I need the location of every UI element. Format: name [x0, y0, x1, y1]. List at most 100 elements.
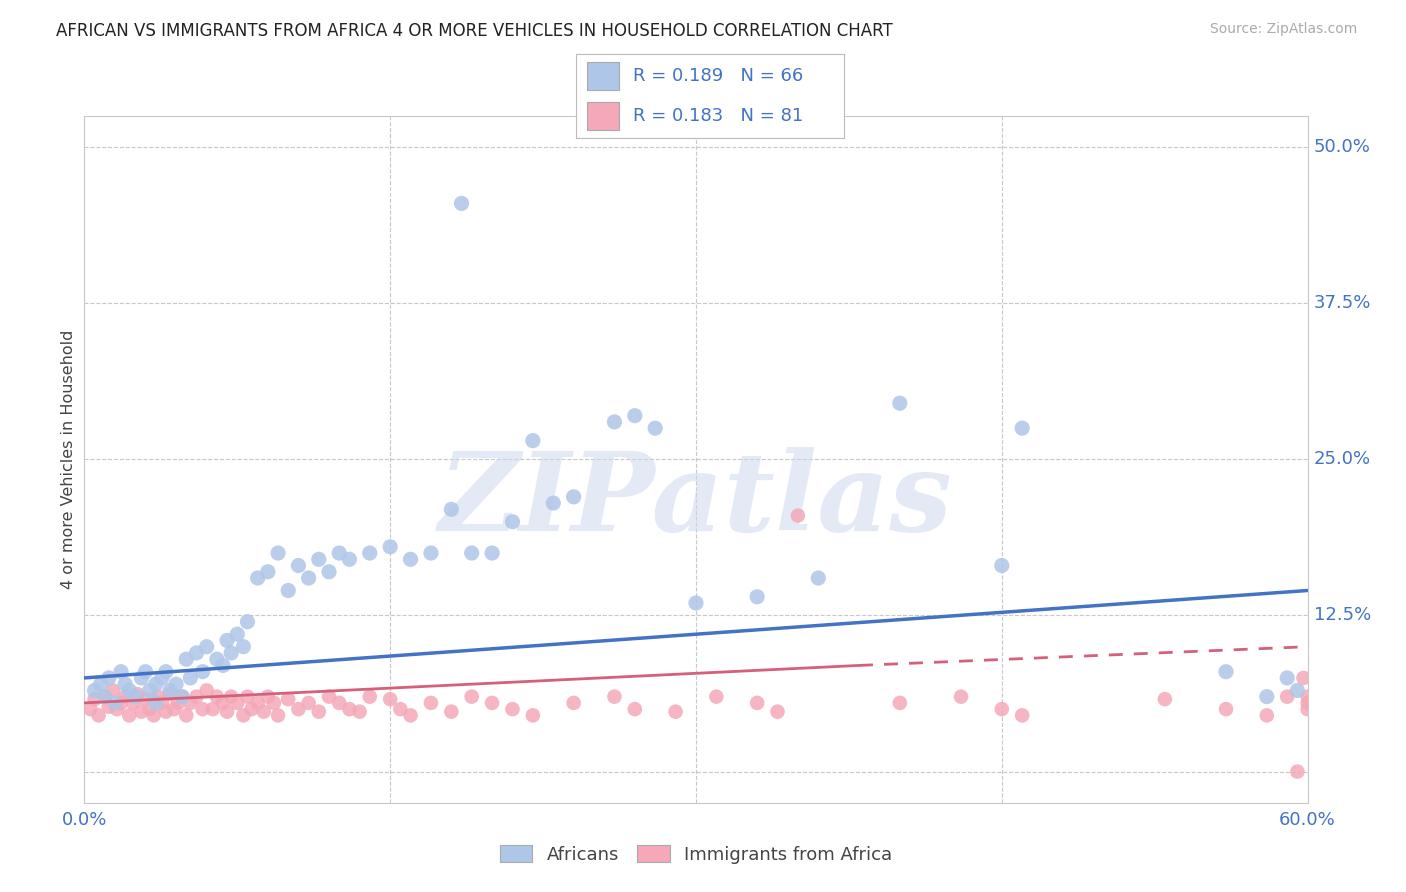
Point [1011, 708, 1033, 723]
Point [1256, 690, 1278, 704]
Point [624, 702, 647, 716]
Point [146, 690, 169, 704]
Point [420, 696, 443, 710]
Point [318, 565, 340, 579]
Point [131, 671, 153, 685]
Point [118, 683, 141, 698]
Point [263, 696, 285, 710]
Point [450, 196, 472, 211]
Point [766, 705, 789, 719]
Point [97, 671, 120, 685]
Point [389, 702, 412, 716]
Point [267, 708, 290, 723]
Point [205, 690, 228, 704]
Point [145, 696, 167, 710]
Point [191, 702, 214, 716]
Point [704, 690, 728, 704]
Point [889, 696, 911, 710]
Point [1215, 702, 1237, 716]
Point [217, 705, 239, 719]
Text: R = 0.189   N = 66: R = 0.189 N = 66 [633, 67, 803, 85]
Point [174, 708, 197, 723]
Text: 25.0%: 25.0% [1313, 450, 1371, 468]
Point [179, 696, 201, 710]
Point [159, 683, 181, 698]
Point [105, 702, 128, 716]
Point [1286, 683, 1309, 698]
Point [219, 646, 242, 660]
Point [159, 687, 181, 701]
Point [167, 696, 190, 710]
Point [664, 705, 686, 719]
Point [603, 690, 626, 704]
Point [114, 677, 136, 691]
Point [114, 690, 136, 704]
Point [104, 696, 127, 710]
Point [174, 652, 197, 666]
Point [118, 708, 141, 723]
Point [191, 665, 214, 679]
Point [440, 705, 463, 719]
Point [1292, 671, 1315, 685]
Point [889, 396, 911, 410]
Point [93, 690, 115, 704]
Point [481, 546, 503, 560]
Point [298, 696, 321, 710]
Point [110, 696, 132, 710]
Point [195, 640, 218, 654]
Point [131, 705, 153, 719]
Point [1296, 702, 1319, 716]
Point [257, 690, 280, 704]
Point [339, 552, 360, 566]
Point [562, 696, 585, 710]
Point [179, 671, 201, 685]
Point [787, 508, 810, 523]
Point [328, 546, 350, 560]
Legend: Africans, Immigrants from Africa: Africans, Immigrants from Africa [491, 837, 901, 872]
Point [501, 702, 523, 716]
Point [359, 690, 381, 704]
Text: 12.5%: 12.5% [1313, 607, 1371, 624]
Point [1286, 764, 1309, 779]
Point [246, 571, 269, 585]
Point [380, 692, 402, 706]
Point [226, 696, 249, 710]
Text: AFRICAN VS IMMIGRANTS FROM AFRICA 4 OR MORE VEHICLES IN HOUSEHOLD CORRELATION CH: AFRICAN VS IMMIGRANTS FROM AFRICA 4 OR M… [56, 22, 893, 40]
Point [543, 496, 565, 510]
Point [522, 708, 544, 723]
Point [110, 665, 132, 679]
Point [201, 702, 224, 716]
Point [172, 690, 194, 704]
Point [97, 699, 120, 714]
Point [991, 558, 1014, 573]
Point [138, 702, 160, 716]
Text: Source: ZipAtlas.com: Source: ZipAtlas.com [1209, 22, 1357, 37]
Point [339, 702, 360, 716]
Point [277, 692, 299, 706]
Point [124, 690, 146, 704]
Point [1011, 421, 1033, 435]
Point [349, 705, 371, 719]
Point [562, 490, 585, 504]
Point [226, 627, 249, 641]
Point [150, 671, 173, 685]
Point [603, 415, 626, 429]
Point [135, 665, 157, 679]
Point [122, 696, 145, 710]
Point [163, 702, 186, 716]
Point [138, 683, 160, 698]
Point [308, 705, 330, 719]
Point [1296, 690, 1319, 704]
Point [101, 683, 124, 698]
Point [236, 690, 259, 704]
Text: ZIPatlas: ZIPatlas [439, 447, 953, 554]
Point [399, 552, 422, 566]
Point [79, 702, 101, 716]
Point [212, 658, 235, 673]
Point [267, 546, 290, 560]
Point [1275, 671, 1298, 685]
Point [747, 696, 769, 710]
Point [142, 708, 165, 723]
Point [522, 434, 544, 448]
Point [257, 565, 280, 579]
